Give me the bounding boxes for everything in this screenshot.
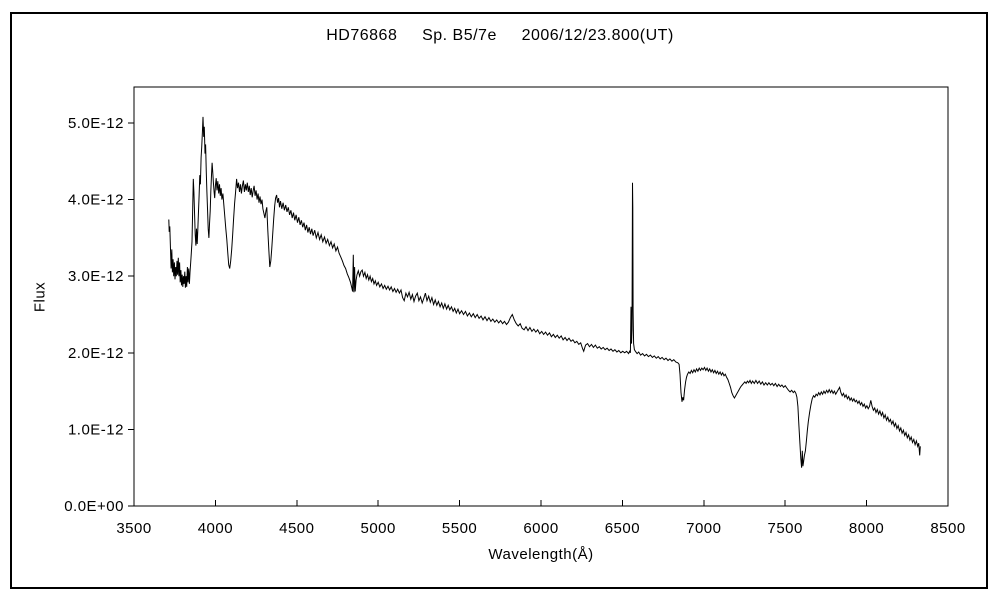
x-tick-label: 3500 — [116, 520, 151, 537]
y-axis-label: Flux — [31, 281, 49, 313]
plot-frame — [133, 86, 949, 507]
x-tick-label: 5500 — [442, 520, 477, 537]
x-tick-label: 6000 — [523, 520, 558, 537]
y-tick-label: 0.0E+00 — [64, 498, 124, 515]
x-tick-label: 8000 — [849, 520, 884, 537]
y-tick-label: 2.0E-12 — [68, 345, 124, 362]
x-tick-label: 4500 — [279, 520, 314, 537]
spectrum-line — [168, 116, 921, 468]
x-tick-label: 8500 — [930, 520, 965, 537]
x-tick-label: 7500 — [768, 520, 803, 537]
x-tick-label: 7000 — [686, 520, 721, 537]
y-tick-label: 1.0E-12 — [68, 421, 124, 438]
y-tick-label: 3.0E-12 — [68, 268, 124, 285]
chart-title: HD76868 Sp. B5/7e 2006/12/23.800(UT) — [326, 27, 674, 44]
y-tick-label: 4.0E-12 — [68, 192, 124, 209]
x-tick-label: 5000 — [361, 520, 396, 537]
y-tick-label: 5.0E-12 — [68, 115, 124, 132]
x-axis-label: Wavelength(Å) — [488, 546, 594, 563]
image-border — [10, 12, 988, 589]
x-tick-label: 4000 — [198, 520, 233, 537]
x-tick-label: 6500 — [605, 520, 640, 537]
